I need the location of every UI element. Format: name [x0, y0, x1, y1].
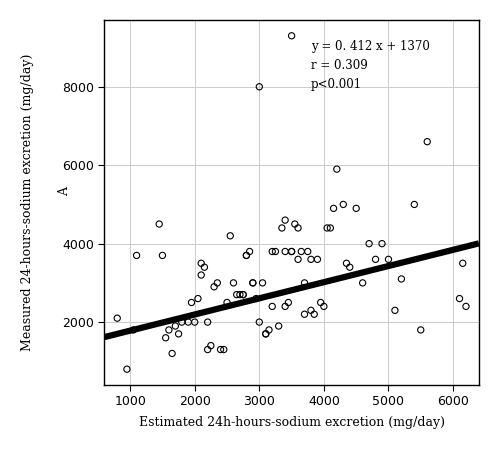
Point [232, 291, 240, 298]
Point [242, 252, 250, 259]
Point [423, 138, 431, 145]
Point [316, 299, 324, 306]
Point [410, 201, 418, 208]
X-axis label: Estimated 24h-hours-sodium excretion (mg/day): Estimated 24h-hours-sodium excretion (mg… [138, 416, 444, 429]
Point [291, 220, 299, 228]
Point [197, 272, 205, 279]
Point [200, 264, 208, 271]
Point [236, 291, 244, 298]
Y-axis label: Measured 24-hours-sodium excretion (mg/day): Measured 24-hours-sodium excretion (mg/d… [21, 54, 34, 351]
Point [281, 216, 289, 224]
Point [268, 248, 276, 255]
Point [304, 248, 312, 255]
Point [249, 279, 257, 286]
Point [398, 275, 406, 282]
Point [204, 318, 212, 326]
Point [372, 256, 380, 263]
Point [168, 350, 176, 357]
Point [262, 330, 270, 338]
Point [391, 307, 399, 314]
Point [214, 279, 222, 286]
Point [165, 326, 173, 334]
Point [274, 322, 282, 330]
Point [365, 240, 373, 247]
Point [252, 295, 260, 302]
Point [204, 346, 212, 353]
Point [242, 252, 250, 259]
Point [330, 205, 338, 212]
Point [188, 299, 196, 306]
Point [239, 291, 247, 298]
Text: A: A [58, 187, 71, 196]
Point [378, 240, 386, 247]
Point [223, 299, 231, 306]
Point [342, 260, 350, 267]
Point [207, 342, 215, 349]
Point [281, 248, 289, 255]
Point [333, 166, 341, 173]
Point [288, 32, 296, 40]
Point [178, 318, 186, 326]
Point [230, 279, 237, 286]
Point [155, 220, 163, 228]
Point [278, 224, 286, 232]
Point [272, 248, 280, 255]
Point [300, 279, 308, 286]
Point [256, 318, 264, 326]
Point [210, 283, 218, 291]
Point [123, 365, 131, 373]
Point [249, 279, 257, 286]
Point [358, 279, 366, 286]
Point [281, 303, 289, 310]
Point [132, 252, 140, 259]
Point [172, 322, 179, 330]
Point [314, 256, 322, 263]
Point [340, 201, 347, 208]
Point [352, 205, 360, 212]
Point [184, 318, 192, 326]
Point [113, 315, 121, 322]
Point [190, 318, 198, 326]
Point [246, 248, 254, 255]
Point [462, 303, 470, 310]
Point [294, 256, 302, 263]
Point [284, 299, 292, 306]
Point [220, 346, 228, 353]
Point [288, 248, 296, 255]
Point [320, 303, 328, 310]
Point [294, 224, 302, 232]
Point [384, 256, 392, 263]
Point [326, 224, 334, 232]
Point [256, 83, 264, 90]
Point [310, 311, 318, 318]
Point [346, 264, 354, 271]
Point [194, 295, 202, 302]
Text: y = 0. 412 x + 1370
r = 0.309
p<0.001: y = 0. 412 x + 1370 r = 0.309 p<0.001 [311, 40, 430, 91]
Point [262, 330, 270, 338]
Point [417, 326, 425, 334]
Point [458, 260, 466, 267]
Point [307, 307, 315, 314]
Point [226, 232, 234, 239]
Point [323, 224, 331, 232]
Point [258, 279, 266, 286]
Point [268, 303, 276, 310]
Point [130, 326, 138, 334]
Point [298, 248, 306, 255]
Point [216, 346, 224, 353]
Point [162, 334, 170, 341]
Point [239, 291, 247, 298]
Point [174, 330, 182, 338]
Point [307, 256, 315, 263]
Point [456, 295, 464, 302]
Point [197, 260, 205, 267]
Point [288, 248, 296, 255]
Point [158, 252, 166, 259]
Point [265, 326, 273, 334]
Point [300, 311, 308, 318]
